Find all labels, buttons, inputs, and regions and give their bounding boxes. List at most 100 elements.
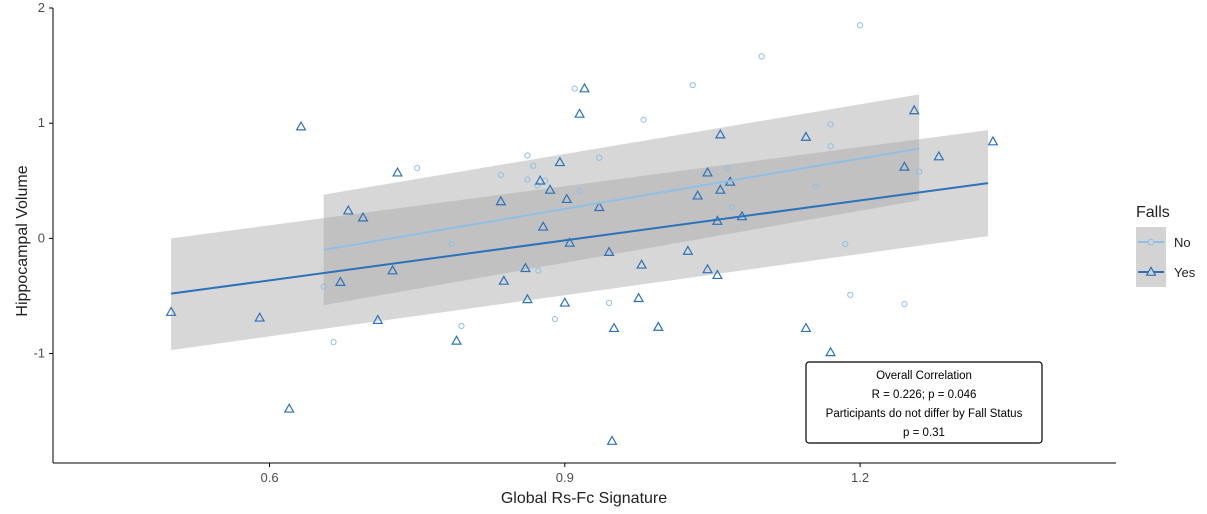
point-yes xyxy=(544,184,556,194)
y-tick-label: 1 xyxy=(38,115,45,130)
point-no xyxy=(576,188,583,195)
x-tick-label: 0.6 xyxy=(260,470,278,485)
point-no xyxy=(497,171,504,179)
y-ticks: -1 0 1 2 xyxy=(33,0,53,361)
point-yes xyxy=(692,189,704,200)
legend-key-marker-yes xyxy=(1145,266,1157,276)
point-yes xyxy=(574,108,586,118)
point-yes xyxy=(561,193,573,204)
point-no xyxy=(524,176,531,183)
point-yes xyxy=(554,156,566,167)
legend-key-marker-no xyxy=(1147,238,1155,246)
fit-line-yes xyxy=(170,182,989,295)
fit-line-no xyxy=(323,147,920,251)
annotation-line-1: Overall Correlation xyxy=(876,370,972,382)
point-yes xyxy=(495,195,507,206)
legend-item-no: No xyxy=(1136,227,1191,257)
point-no xyxy=(458,322,465,330)
y-axis-title: Hippocampal Volume xyxy=(14,165,31,316)
point-no xyxy=(330,338,337,346)
point-no xyxy=(530,162,537,169)
point-yes xyxy=(579,82,590,93)
point-yes xyxy=(593,201,605,212)
point-yes xyxy=(537,221,549,231)
point-no xyxy=(758,53,765,60)
point-yes xyxy=(606,435,618,445)
point-yes xyxy=(636,259,648,269)
fit-lines xyxy=(170,147,989,295)
point-yes xyxy=(372,314,384,324)
point-yes xyxy=(987,135,999,146)
point-no xyxy=(571,85,578,92)
point-no xyxy=(535,267,542,274)
annotation-frame xyxy=(805,361,1043,444)
x-tick-label: 1.2 xyxy=(851,470,869,485)
point-yes xyxy=(714,184,726,194)
point-yes xyxy=(357,211,369,222)
legend: Falls No Yes xyxy=(1136,204,1196,287)
point-yes xyxy=(898,161,910,171)
point-yes xyxy=(825,346,836,357)
point-yes xyxy=(392,166,403,177)
point-yes xyxy=(800,131,812,141)
point-no xyxy=(534,182,541,189)
point-no xyxy=(916,168,923,175)
point-yes xyxy=(682,245,694,255)
annotation-line-2: R = 0.226; p = 0.046 xyxy=(872,389,977,401)
point-no xyxy=(596,154,603,161)
point-no xyxy=(827,121,834,128)
point-no xyxy=(524,152,531,159)
point-yes xyxy=(165,306,177,316)
point-no xyxy=(606,299,613,306)
x-axis-title: Global Rs-Fc Signature xyxy=(501,490,667,507)
point-yes xyxy=(633,292,645,303)
point-yes xyxy=(254,312,266,322)
point-no xyxy=(414,165,421,172)
point-no xyxy=(812,183,819,190)
point-no xyxy=(724,165,731,172)
point-no xyxy=(689,82,696,89)
point-yes xyxy=(520,262,531,273)
legend-title: Falls xyxy=(1136,204,1170,221)
point-yes xyxy=(564,237,576,247)
point-no xyxy=(729,204,736,211)
point-yes xyxy=(652,321,664,331)
point-no xyxy=(842,241,849,248)
point-no xyxy=(901,300,908,308)
x-tick-label: 0.9 xyxy=(556,470,574,485)
legend-label-no: No xyxy=(1174,235,1191,250)
point-yes xyxy=(451,335,462,345)
legend-item-yes: Yes xyxy=(1136,257,1196,287)
point-yes xyxy=(933,150,945,161)
point-yes xyxy=(702,263,713,274)
point-yes xyxy=(534,174,546,185)
point-no xyxy=(856,22,864,29)
point-yes xyxy=(559,297,571,307)
point-no xyxy=(847,291,854,298)
point-yes xyxy=(387,264,398,275)
y-tick-label: 0 xyxy=(38,230,45,245)
point-yes xyxy=(283,403,295,413)
point-yes xyxy=(702,166,713,177)
point-yes xyxy=(603,246,615,257)
x-ticks: 0.6 0.9 1.2 xyxy=(260,463,869,485)
point-yes xyxy=(711,269,723,280)
point-yes xyxy=(334,276,346,286)
point-yes xyxy=(908,104,920,115)
point-yes xyxy=(342,204,354,215)
y-tick-label: 2 xyxy=(38,0,45,15)
point-yes xyxy=(521,293,533,304)
annotation-line-4: p = 0.31 xyxy=(903,427,945,439)
point-no xyxy=(640,116,647,123)
confidence-bands xyxy=(171,94,989,351)
point-yes xyxy=(714,128,726,139)
confidence-band-yes xyxy=(171,130,989,351)
axes xyxy=(52,8,1116,464)
point-no xyxy=(448,241,455,248)
point-yes xyxy=(498,275,510,285)
point-yes xyxy=(295,120,307,131)
point-yes xyxy=(608,322,620,333)
point-no xyxy=(827,143,834,150)
point-no xyxy=(320,283,327,290)
